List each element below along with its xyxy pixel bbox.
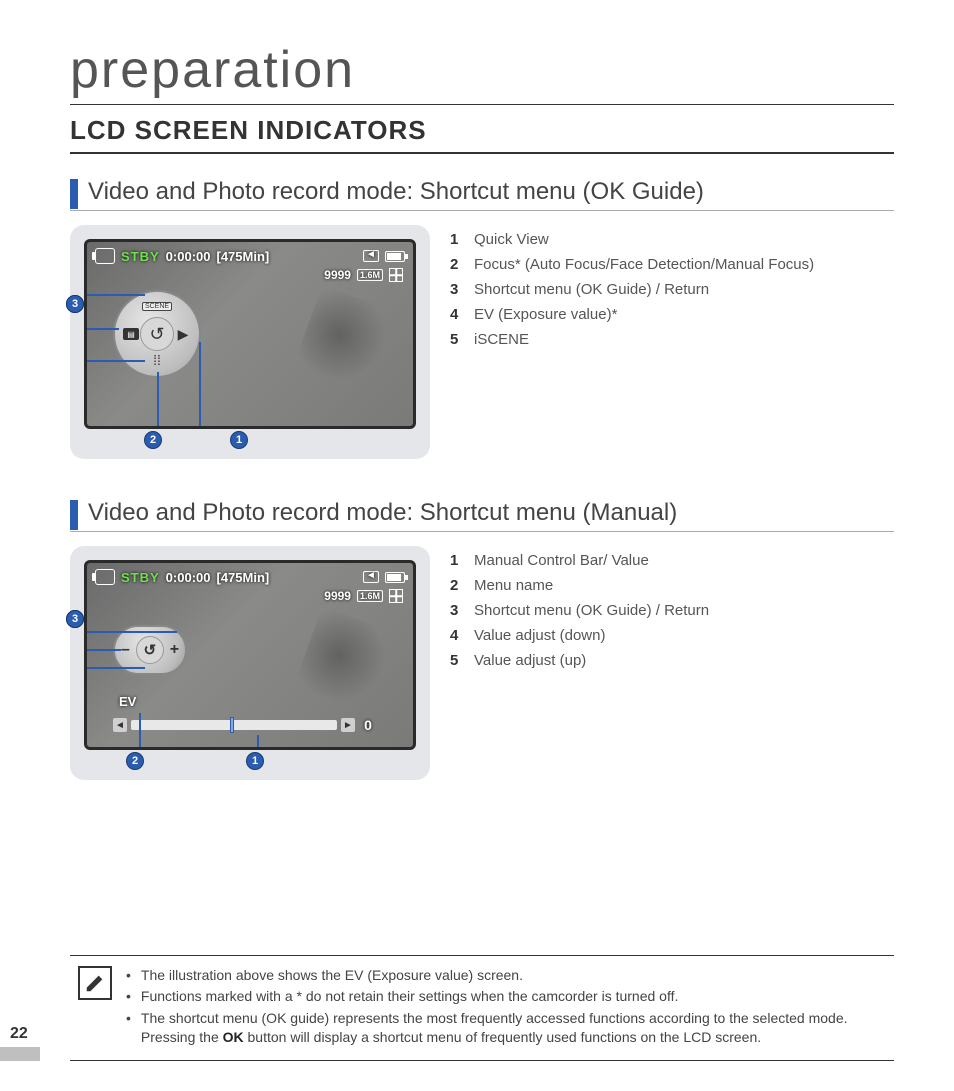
legend-item: Shortcut menu (OK Guide) / Return [474,279,709,300]
page-tab [0,1047,40,1061]
accent-bar-icon [70,179,78,209]
grid-icon [389,589,403,603]
callout-2: 2 [126,752,144,770]
shortcut-dial: SCENE ▤ ↺ ▶ ⁞⁞ [113,290,201,378]
callout-2: 2 [144,431,162,449]
resolution-badge: 1.6M [357,269,383,281]
subsection-title-2: Video and Photo record mode: Shortcut me… [88,499,677,531]
resolution-badge: 1.6M [357,590,383,602]
section-title: LCD SCREEN INDICATORS [70,115,894,154]
legend-item: Shortcut menu (OK Guide) / Return [474,600,709,621]
ev-label: EV [119,694,136,709]
legend-item: Menu name [474,575,553,596]
legend-1: 1Quick View 2Focus* (Auto Focus/Face Det… [450,225,894,354]
dial-left-ev-icon: ▤ [121,324,141,344]
lcd-screen-1: STBY 0:00:00 [475Min] 9999 1.6M SCENE ▤ … [84,239,416,429]
note-item: The shortcut menu (OK guide) represents … [141,1009,886,1048]
rec-time: 0:00:00 [166,570,211,585]
legend-item: Manual Control Bar/ Value [474,550,649,571]
photo-count: 9999 [324,589,351,603]
lcd-screen-2: STBY 0:00:00 [475Min] 9999 1.6M – ↺ + [84,560,416,750]
note-item: Functions marked with a * do not retain … [141,987,678,1007]
camcorder-icon [95,248,115,264]
legend-item: Value adjust (down) [474,625,605,646]
note-item: The illustration above shows the EV (Exp… [141,966,523,986]
card-icon [363,250,379,262]
legend-item: Focus* (Auto Focus/Face Detection/Manual… [474,254,814,275]
dial-right-play-icon: ▶ [173,324,193,344]
subsection-header-2: Video and Photo record mode: Shortcut me… [70,499,894,532]
card-icon [363,571,379,583]
accent-bar-icon [70,500,78,530]
legend-2: 1Manual Control Bar/ Value 2Menu name 3S… [450,546,894,675]
legend-item: iSCENE [474,329,529,350]
page-number: 22 [10,1025,28,1043]
ev-value: 0 [359,717,377,733]
battery-icon [385,572,405,583]
note-icon [78,966,112,1000]
dial-center-return-icon: ↺ [140,317,174,351]
camcorder-icon [95,569,115,585]
ev-control-bar: ◄ ► 0 [113,717,377,733]
figure-2: STBY 0:00:00 [475Min] 9999 1.6M – ↺ + [70,546,430,780]
remain-time: [475Min] [216,249,269,264]
subsection-header-1: Video and Photo record mode: Shortcut me… [70,178,894,211]
rec-time: 0:00:00 [166,249,211,264]
remain-time: [475Min] [216,570,269,585]
callout-1: 1 [230,431,248,449]
callout-3: 3 [66,610,84,628]
note-box: The illustration above shows the EV (Exp… [70,955,894,1061]
figure-1: STBY 0:00:00 [475Min] 9999 1.6M SCENE ▤ … [70,225,430,459]
status-stby: STBY [121,249,160,264]
subsection-title-1: Video and Photo record mode: Shortcut me… [88,178,704,210]
chapter-title: preparation [70,40,894,105]
dial-center-return-icon: ↺ [136,636,164,664]
legend-item: Quick View [474,229,549,250]
status-stby: STBY [121,570,160,585]
grid-icon [389,268,403,282]
legend-item: Value adjust (up) [474,650,586,671]
dial-bottom-focus-icon: ⁞⁞ [147,350,167,370]
note-list: The illustration above shows the EV (Exp… [126,966,886,1050]
dial-minus-icon: – [121,641,130,659]
dial-top-scene-icon: SCENE [147,296,167,316]
dial-plus-icon: + [170,641,179,659]
photo-count: 9999 [324,268,351,282]
callout-1: 1 [246,752,264,770]
battery-icon [385,251,405,262]
left-arrow-icon: ◄ [113,718,127,732]
legend-item: EV (Exposure value)* [474,304,617,325]
right-arrow-icon: ► [341,718,355,732]
callout-3: 3 [66,295,84,313]
